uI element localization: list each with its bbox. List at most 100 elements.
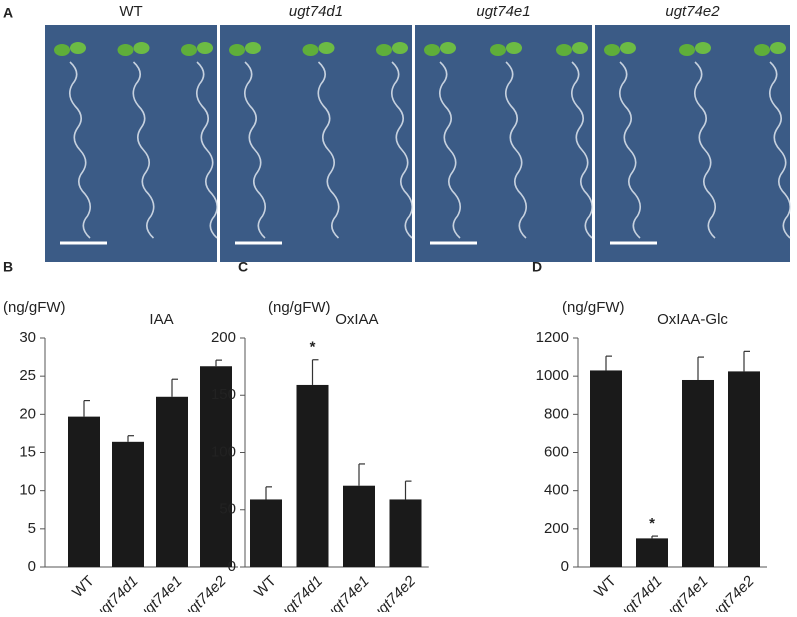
bar — [200, 366, 232, 567]
leaf — [302, 44, 319, 56]
x-tick-label: ugt74d1 — [615, 573, 665, 612]
root — [244, 61, 266, 239]
y-tick-label: 400 — [544, 482, 569, 499]
column-label: WT — [119, 3, 142, 20]
x-tick-label: ugt74e1 — [135, 573, 185, 612]
y-tick-label: 800 — [544, 405, 569, 422]
leaf — [197, 42, 213, 54]
bar — [590, 370, 622, 567]
leaf — [181, 44, 197, 56]
y-tick-label: 25 — [19, 367, 36, 384]
x-tick-label: ugt74e2 — [707, 572, 758, 612]
root — [571, 61, 593, 239]
chart-title: OxIAA-Glc — [657, 311, 728, 328]
leaf — [54, 44, 70, 56]
x-tick-label: WT — [591, 573, 620, 602]
panel-label: B — [3, 259, 13, 275]
bar — [343, 485, 375, 567]
root — [317, 61, 340, 239]
leaf — [506, 42, 522, 54]
x-tick-label: ugt74e1 — [322, 573, 372, 612]
x-tick-label: ugt74e2 — [369, 572, 420, 612]
bar — [389, 499, 422, 567]
root — [196, 61, 218, 239]
significance-mark: * — [649, 515, 655, 532]
chart-title: IAA — [149, 311, 173, 328]
leaf — [604, 44, 620, 56]
root — [439, 61, 461, 239]
bar — [728, 371, 760, 567]
bar — [636, 538, 668, 567]
leaf — [133, 42, 150, 54]
leaf — [556, 44, 572, 56]
bar — [68, 416, 100, 567]
seedling-photo — [595, 25, 790, 262]
leaf — [117, 44, 134, 56]
y-tick-label: 20 — [19, 405, 36, 422]
leaf — [620, 42, 636, 54]
seedling-photo — [45, 25, 217, 262]
y-tick-label: 600 — [544, 443, 569, 460]
root — [769, 61, 791, 239]
y-tick-label: 0 — [28, 558, 36, 575]
y-tick-label: 200 — [544, 520, 569, 537]
root — [132, 61, 155, 239]
root — [505, 61, 527, 239]
panel-label: C — [238, 259, 248, 275]
y-tick-label: 1200 — [536, 329, 569, 346]
leaf — [770, 42, 786, 54]
column-label: ugt74e1 — [476, 3, 530, 20]
y-tick-label: 1000 — [536, 367, 569, 384]
leaf — [440, 42, 456, 54]
seedling-photo — [220, 25, 412, 262]
bar — [682, 379, 714, 567]
y-axis-label: (ng/gFW) — [3, 299, 66, 316]
panel-label: A — [3, 5, 13, 21]
y-tick-label: 30 — [19, 329, 36, 346]
leaf — [490, 44, 506, 56]
x-tick-label: ugt74e1 — [661, 573, 711, 612]
root — [391, 61, 413, 239]
leaf — [245, 42, 261, 54]
leaf — [376, 44, 392, 56]
y-tick-label: 50 — [219, 501, 236, 518]
leaf — [695, 42, 711, 54]
bar — [112, 441, 144, 567]
leaf — [424, 44, 440, 56]
leaf — [229, 44, 245, 56]
x-tick-label: WT — [69, 573, 98, 602]
column-label: ugt74e2 — [665, 3, 720, 20]
leaf — [392, 42, 408, 54]
significance-mark: * — [310, 339, 316, 356]
x-tick-label: WT — [251, 573, 280, 602]
bar — [296, 384, 329, 567]
bar — [250, 499, 282, 567]
y-tick-label: 150 — [211, 386, 236, 403]
y-tick-label: 200 — [211, 329, 236, 346]
y-tick-label: 0 — [561, 558, 569, 575]
leaf — [679, 44, 695, 56]
bar — [156, 396, 188, 567]
seedling-photo — [415, 25, 592, 262]
x-tick-label: ugt74d1 — [91, 573, 141, 612]
root — [694, 61, 716, 239]
leaf — [318, 42, 335, 54]
chart-title: OxIAA — [335, 311, 378, 328]
y-tick-label: 15 — [19, 443, 36, 460]
x-tick-label: ugt74e2 — [179, 572, 230, 612]
y-tick-label: 100 — [211, 443, 236, 460]
leaf — [572, 42, 588, 54]
y-tick-label: 5 — [28, 520, 36, 537]
root — [69, 61, 91, 239]
panel-label: D — [532, 259, 542, 275]
y-axis-label: (ng/gFW) — [268, 299, 331, 316]
root — [619, 61, 641, 239]
y-tick-label: 10 — [19, 482, 36, 499]
x-tick-label: ugt74d1 — [276, 573, 326, 612]
column-label: ugt74d1 — [289, 3, 343, 20]
photo-panel — [45, 25, 791, 262]
leaf — [70, 42, 86, 54]
leaf — [754, 44, 770, 56]
y-axis-label: (ng/gFW) — [562, 299, 625, 316]
